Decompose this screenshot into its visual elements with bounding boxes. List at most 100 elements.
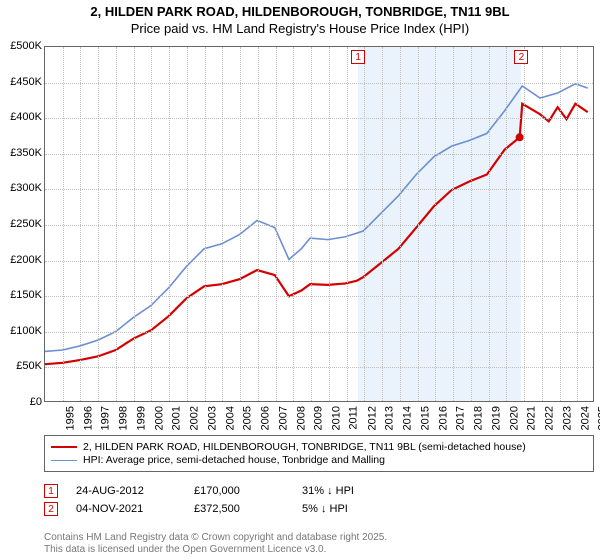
- gridline-v: [63, 47, 64, 401]
- y-tick-label: £200K: [0, 254, 42, 266]
- chart-container: 2, HILDEN PARK ROAD, HILDENBOROUGH, TONB…: [0, 0, 600, 560]
- x-tick-label: 1998: [118, 406, 130, 430]
- x-tick-label: 2020: [508, 406, 520, 430]
- x-tick-label: 2002: [189, 406, 201, 430]
- gridline-v: [400, 47, 401, 401]
- x-tick-label: 2015: [419, 406, 431, 430]
- gridline-h: [45, 261, 593, 262]
- x-tick-label: 2005: [242, 406, 254, 430]
- x-tick-label: 2006: [260, 406, 272, 430]
- sale-row: 2 04-NOV-2021 £372,500 5% ↓ HPI: [44, 502, 594, 516]
- gridline-v: [98, 47, 99, 401]
- title-address: 2, HILDEN PARK ROAD, HILDENBOROUGH, TONB…: [10, 4, 590, 19]
- chart-marker: 2: [514, 50, 528, 64]
- gridline-h: [45, 83, 593, 84]
- x-tick-label: 2023: [561, 406, 573, 430]
- gridline-v: [276, 47, 277, 401]
- x-tick-label: 2021: [526, 406, 538, 430]
- gridline-v: [134, 47, 135, 401]
- gridline-v: [382, 47, 383, 401]
- x-tick-label: 2003: [206, 406, 218, 430]
- x-tick-label: 2022: [544, 406, 556, 430]
- gridline-v: [240, 47, 241, 401]
- gridline-v: [222, 47, 223, 401]
- sale-marker: 1: [44, 484, 58, 498]
- gridline-v: [435, 47, 436, 401]
- x-tick-label: 2008: [295, 406, 307, 430]
- legend-item: 2, HILDEN PARK ROAD, HILDENBOROUGH, TONB…: [51, 441, 587, 453]
- gridline-v: [506, 47, 507, 401]
- x-tick-label: 2000: [153, 406, 165, 430]
- sale-marker: 2: [44, 502, 58, 516]
- gridline-v: [524, 47, 525, 401]
- x-tick-label: 2014: [402, 406, 414, 430]
- gridline-v: [329, 47, 330, 401]
- x-tick-label: 2013: [384, 406, 396, 430]
- gridline-v: [560, 47, 561, 401]
- y-tick-label: £150K: [0, 289, 42, 301]
- gridline-v: [151, 47, 152, 401]
- x-tick-label: 2016: [437, 406, 449, 430]
- sales-table: 1 24-AUG-2012 £170,000 31% ↓ HPI 2 04-NO…: [44, 480, 594, 520]
- legend-swatch: [51, 460, 77, 461]
- chart-area: 12: [44, 46, 594, 402]
- gridline-v: [205, 47, 206, 401]
- x-tick-label: 2011: [348, 406, 360, 430]
- sale-dot: [516, 133, 524, 141]
- x-tick-label: 1996: [82, 406, 94, 430]
- y-tick-label: £500K: [0, 40, 42, 52]
- legend-label: 2, HILDEN PARK ROAD, HILDENBOROUGH, TONB…: [83, 441, 526, 453]
- legend-item: HPI: Average price, semi-detached house,…: [51, 454, 587, 466]
- legend: 2, HILDEN PARK ROAD, HILDENBOROUGH, TONB…: [44, 435, 594, 472]
- y-tick-label: £250K: [0, 218, 42, 230]
- gridline-h: [45, 189, 593, 190]
- gridline-v: [489, 47, 490, 401]
- x-tick-label: 2018: [473, 406, 485, 430]
- sale-row: 1 24-AUG-2012 £170,000 31% ↓ HPI: [44, 484, 594, 498]
- gridline-v: [311, 47, 312, 401]
- gridline-v: [364, 47, 365, 401]
- gridline-v: [169, 47, 170, 401]
- x-tick-label: 2019: [490, 406, 502, 430]
- gridline-v: [471, 47, 472, 401]
- y-tick-label: £300K: [0, 182, 42, 194]
- footnote: Contains HM Land Registry data © Crown c…: [44, 532, 594, 556]
- gridline-v: [418, 47, 419, 401]
- x-tick-label: 2024: [579, 406, 591, 430]
- gridline-h: [45, 296, 593, 297]
- gridline-v: [542, 47, 543, 401]
- gridline-v: [293, 47, 294, 401]
- y-tick-label: £0: [0, 396, 42, 408]
- gridline-h: [45, 118, 593, 119]
- gridline-v: [116, 47, 117, 401]
- x-tick-label: 1997: [100, 406, 112, 430]
- gridline-v: [577, 47, 578, 401]
- x-tick-label: 1999: [135, 406, 147, 430]
- gridline-h: [45, 367, 593, 368]
- x-tick-label: 2004: [224, 406, 236, 430]
- x-tick-label: 2012: [366, 406, 378, 430]
- x-tick-label: 2007: [277, 406, 289, 430]
- sale-price: £170,000: [194, 485, 284, 497]
- legend-swatch: [51, 446, 77, 448]
- chart-marker: 1: [351, 50, 365, 64]
- gridline-v: [187, 47, 188, 401]
- sale-price: £372,500: [194, 503, 284, 515]
- gridline-v: [453, 47, 454, 401]
- x-tick-label: 2009: [313, 406, 325, 430]
- gridline-h: [45, 332, 593, 333]
- gridline-v: [80, 47, 81, 401]
- sale-date: 04-NOV-2021: [76, 503, 176, 515]
- footnote-line: This data is licensed under the Open Gov…: [44, 544, 594, 556]
- gridline-v: [347, 47, 348, 401]
- x-tick-label: 2017: [455, 406, 467, 430]
- chart-svg: [45, 47, 593, 401]
- footnote-line: Contains HM Land Registry data © Crown c…: [44, 532, 594, 544]
- y-tick-label: £50K: [0, 360, 42, 372]
- gridline-h: [45, 225, 593, 226]
- sale-date: 24-AUG-2012: [76, 485, 176, 497]
- y-tick-label: £400K: [0, 111, 42, 123]
- title-block: 2, HILDEN PARK ROAD, HILDENBOROUGH, TONB…: [0, 0, 600, 38]
- x-tick-label: 2001: [171, 406, 183, 430]
- y-tick-label: £100K: [0, 325, 42, 337]
